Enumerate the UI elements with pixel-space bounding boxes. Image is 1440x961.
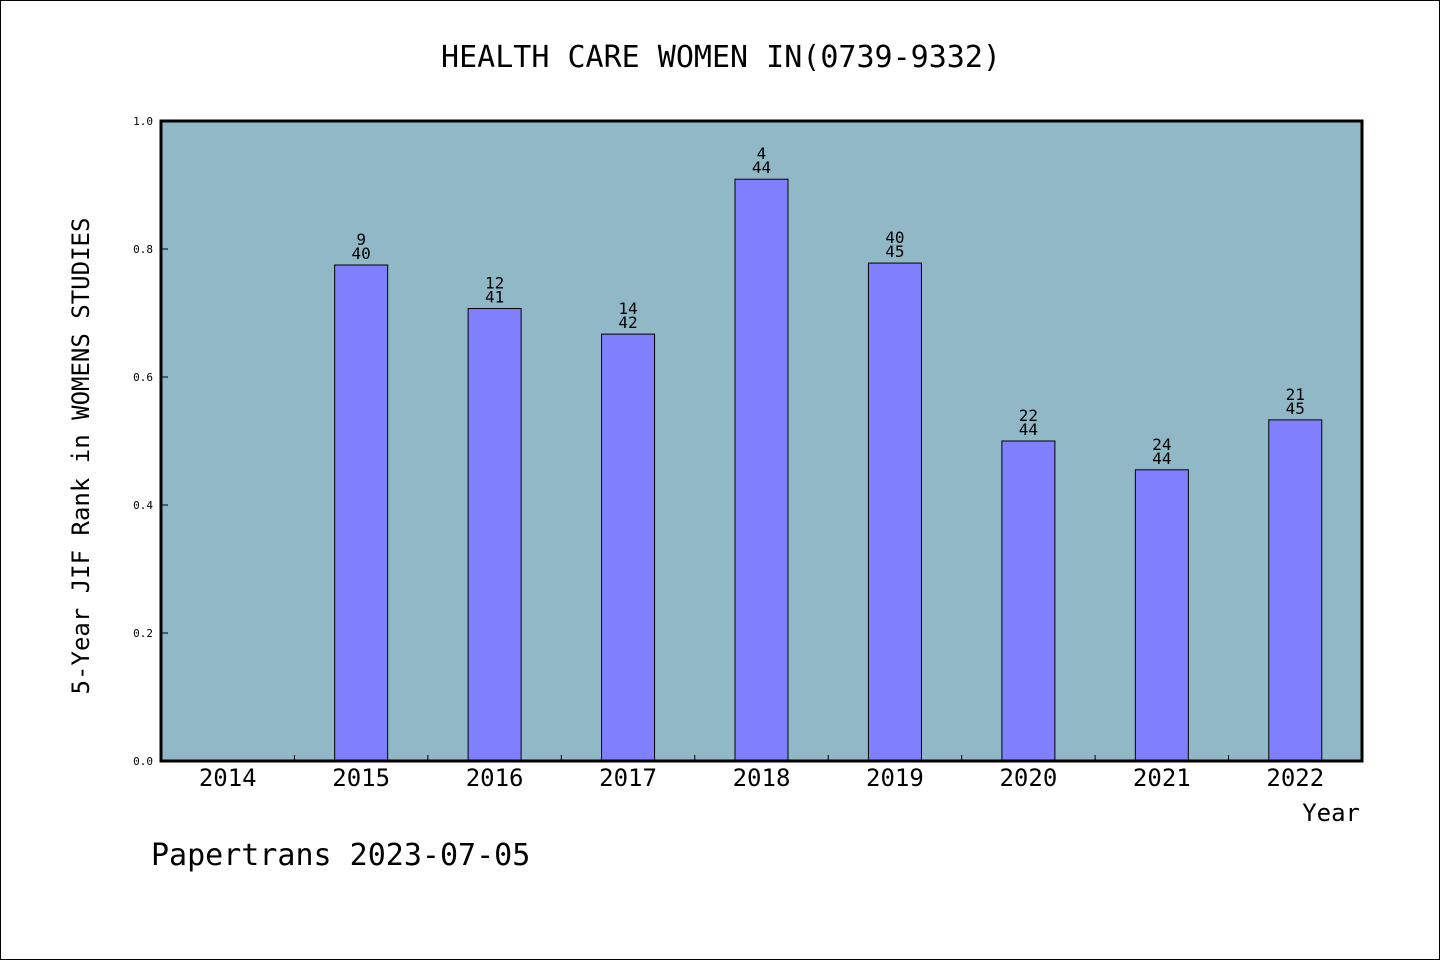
total-label: 44 xyxy=(1019,420,1038,439)
y-tick-label: 0.6 xyxy=(133,371,153,384)
total-label: 40 xyxy=(352,244,371,263)
y-tick-label: 0.0 xyxy=(133,755,153,768)
chart-title: HEALTH CARE WOMEN IN(0739-9332) xyxy=(441,40,1001,75)
y-axis: 0.0 0.2 0.4 0.6 0.8 1.0 xyxy=(133,115,168,768)
rank-label: 40 xyxy=(885,228,904,247)
bar-2015 xyxy=(334,264,389,762)
total-label: 44 xyxy=(752,158,771,177)
bars xyxy=(334,178,1323,762)
x-tick-label: 2016 xyxy=(466,764,524,792)
x-tick-label: 2020 xyxy=(999,764,1057,792)
total-label: 42 xyxy=(618,313,637,332)
rank-label: 24 xyxy=(1152,435,1171,454)
bar-2016 xyxy=(467,308,522,762)
total-label: 44 xyxy=(1152,449,1171,468)
plot-border xyxy=(159,119,1364,763)
x-tick-label: 2022 xyxy=(1266,764,1324,792)
total-label: 41 xyxy=(485,288,504,307)
x-tick-label: 2014 xyxy=(199,764,257,792)
rank-label: 14 xyxy=(618,299,637,318)
y-tick-label: 0.4 xyxy=(133,499,153,512)
y-axis-label: 5-Year JIF Rank in WOMENS STUDIES xyxy=(67,218,95,695)
x-tick-label: 2019 xyxy=(866,764,924,792)
total-label: 45 xyxy=(885,242,904,261)
x-tick-label: 2017 xyxy=(599,764,657,792)
bar-2017 xyxy=(601,333,656,762)
rank-label: 12 xyxy=(485,274,504,293)
y-tick-label: 0.2 xyxy=(133,627,153,640)
total-label: 45 xyxy=(1286,399,1305,418)
rank-label: 22 xyxy=(1019,406,1038,425)
bar-2021 xyxy=(1134,469,1189,762)
bar-2019 xyxy=(867,262,922,762)
bar-2018 xyxy=(734,178,789,762)
footer-text: Papertrans 2023-07-05 xyxy=(151,838,530,873)
bar-2020 xyxy=(1001,440,1056,762)
x-axis-ticks: 2014 2015 2016 2017 2018 2019 2020 2021 2022 xyxy=(199,755,1324,792)
y-tick-label: 0.8 xyxy=(133,243,153,256)
x-axis-label: Year xyxy=(1302,799,1360,827)
y-tick-label: 1.0 xyxy=(133,115,153,128)
rank-label: 9 xyxy=(356,230,366,249)
x-tick-label: 2015 xyxy=(332,764,390,792)
rank-label: 4 xyxy=(757,144,767,163)
x-tick-label: 2021 xyxy=(1133,764,1191,792)
x-tick-label: 2018 xyxy=(733,764,791,792)
rank-label: 21 xyxy=(1286,385,1305,404)
bar-2022 xyxy=(1268,419,1323,762)
